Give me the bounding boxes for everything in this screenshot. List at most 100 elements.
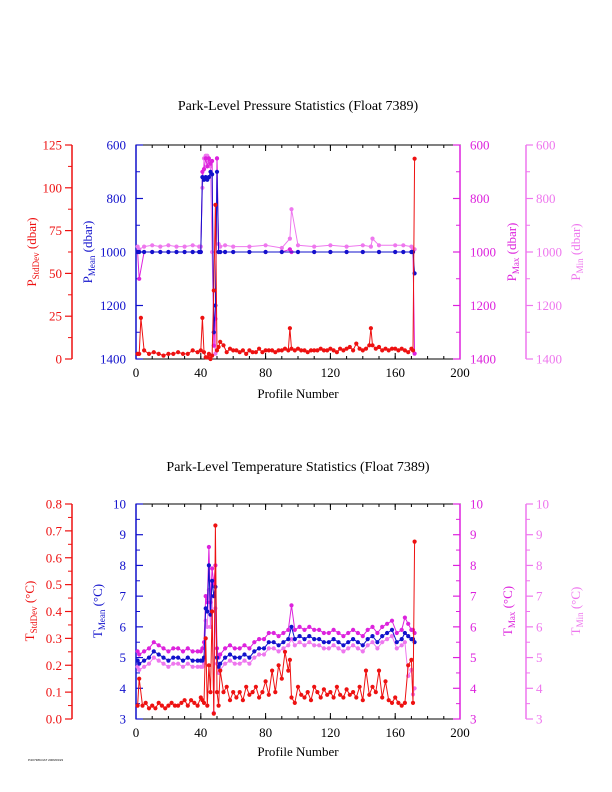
stddev-tick-label: 0.3 [46, 631, 62, 646]
data-point [158, 244, 163, 249]
max-tick-label: 3 [470, 712, 477, 727]
data-point [200, 646, 205, 651]
max-tick-label: 5 [470, 650, 477, 665]
data-point [166, 243, 171, 248]
min-tick-label: 1000 [536, 245, 562, 260]
data-point [347, 344, 352, 350]
data-point [295, 346, 301, 351]
mean-tick-label: 8 [120, 558, 127, 573]
data-point [276, 348, 281, 353]
data-point [363, 346, 369, 351]
data-point [190, 249, 195, 255]
data-point [137, 661, 142, 666]
data-point [312, 627, 317, 633]
data-point [393, 695, 398, 700]
data-point [156, 658, 161, 663]
data-point [287, 236, 292, 241]
data-point [299, 692, 304, 697]
data-point [331, 643, 336, 648]
data-point [287, 326, 292, 331]
data-point [261, 646, 267, 651]
data-point [237, 655, 242, 660]
min-tick-label: 5 [536, 650, 543, 665]
data-point [263, 243, 268, 248]
data-point [213, 351, 218, 356]
data-point [326, 640, 331, 645]
data-point [321, 646, 326, 651]
stddev-axis-label: PStdDev (dbar) [24, 217, 41, 286]
data-point [389, 346, 395, 351]
data-point [336, 640, 341, 645]
data-point [153, 706, 158, 711]
data-point [410, 249, 416, 255]
data-point [176, 655, 181, 660]
data-point [289, 346, 294, 351]
data-point [389, 618, 395, 623]
mean-tick-label: 6 [120, 619, 127, 634]
data-point [302, 348, 307, 353]
data-point [200, 315, 205, 320]
data-point [151, 640, 156, 645]
data-point [380, 348, 385, 353]
data-point [185, 661, 190, 666]
data-point [142, 249, 147, 255]
data-point [161, 353, 166, 358]
data-point [135, 658, 140, 663]
data-point [253, 350, 258, 355]
data-point [276, 649, 281, 654]
data-point [376, 243, 382, 248]
data-point [223, 243, 228, 248]
data-point [331, 695, 336, 700]
data-point [295, 249, 301, 255]
data-point [360, 249, 365, 255]
data-point [331, 637, 336, 642]
data-point [247, 655, 252, 660]
data-point [406, 350, 411, 355]
data-point [180, 658, 186, 663]
data-point [312, 637, 317, 642]
data-point [210, 566, 215, 571]
data-point [169, 700, 174, 706]
data-point [373, 690, 378, 695]
data-point [171, 351, 176, 356]
data-point [307, 624, 312, 630]
data-point [237, 646, 242, 651]
data-point [227, 698, 233, 703]
data-point [198, 249, 203, 255]
axis-label-subscript: Min [575, 612, 585, 628]
data-point [406, 621, 411, 626]
data-point [302, 627, 307, 633]
data-point [234, 695, 239, 700]
data-point [143, 700, 148, 706]
data-point [266, 692, 271, 697]
data-point [240, 698, 245, 703]
mean-tick-label: 7 [120, 589, 127, 604]
axis-label-symbol: T [500, 628, 515, 636]
data-point [297, 634, 302, 639]
data-point [263, 249, 268, 255]
data-point [261, 652, 267, 657]
data-point [338, 692, 343, 697]
data-point [351, 627, 356, 633]
data-point [171, 661, 176, 666]
min-tick-label: 6 [536, 619, 543, 634]
data-point [380, 634, 385, 639]
data-point [376, 668, 382, 673]
x-tick-label: 160 [385, 725, 405, 740]
data-point [410, 700, 416, 706]
data-point [142, 658, 147, 663]
min-tick-label: 8 [536, 558, 543, 573]
data-point [244, 351, 249, 356]
t-stddev-series [135, 523, 417, 716]
data-point [257, 346, 262, 351]
data-point [393, 249, 398, 255]
data-point [321, 348, 326, 353]
data-point [176, 350, 181, 355]
data-point [210, 353, 215, 358]
data-point [286, 627, 291, 633]
mean-tick-label: 1400 [100, 352, 126, 367]
stddev-tick-label: 25 [49, 309, 62, 324]
data-point [266, 348, 271, 353]
pressure-chart: Park-Level Pressure Statistics (Float 73… [24, 99, 585, 401]
data-point [286, 668, 291, 673]
